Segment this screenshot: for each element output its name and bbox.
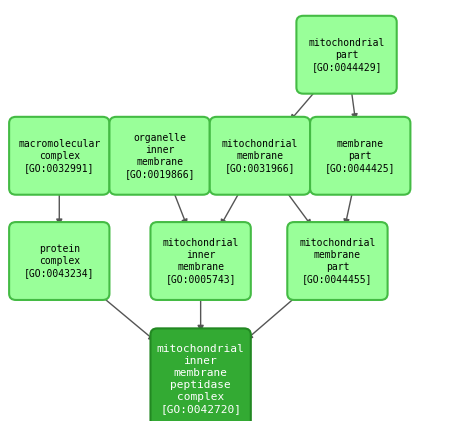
FancyBboxPatch shape — [150, 222, 250, 300]
FancyBboxPatch shape — [209, 117, 309, 195]
FancyBboxPatch shape — [296, 16, 396, 94]
Text: membrane
part
[GO:0044425]: membrane part [GO:0044425] — [324, 139, 394, 173]
Text: mitochondrial
inner
membrane
[GO:0005743]: mitochondrial inner membrane [GO:0005743… — [162, 238, 238, 284]
Text: macromolecular
complex
[GO:0032991]: macromolecular complex [GO:0032991] — [18, 139, 100, 173]
Text: protein
complex
[GO:0043234]: protein complex [GO:0043234] — [24, 244, 94, 278]
Text: mitochondrial
membrane
[GO:0031966]: mitochondrial membrane [GO:0031966] — [221, 139, 298, 173]
FancyBboxPatch shape — [309, 117, 410, 195]
FancyBboxPatch shape — [109, 117, 209, 195]
Text: mitochondrial
inner
membrane
peptidase
complex
[GO:0042720]: mitochondrial inner membrane peptidase c… — [157, 344, 244, 414]
FancyBboxPatch shape — [287, 222, 387, 300]
FancyBboxPatch shape — [150, 328, 250, 421]
Text: mitochondrial
membrane
part
[GO:0044455]: mitochondrial membrane part [GO:0044455] — [298, 238, 375, 284]
FancyBboxPatch shape — [9, 222, 109, 300]
FancyBboxPatch shape — [9, 117, 109, 195]
Text: organelle
inner
membrane
[GO:0019866]: organelle inner membrane [GO:0019866] — [124, 133, 194, 179]
Text: mitochondrial
part
[GO:0044429]: mitochondrial part [GO:0044429] — [308, 38, 384, 72]
